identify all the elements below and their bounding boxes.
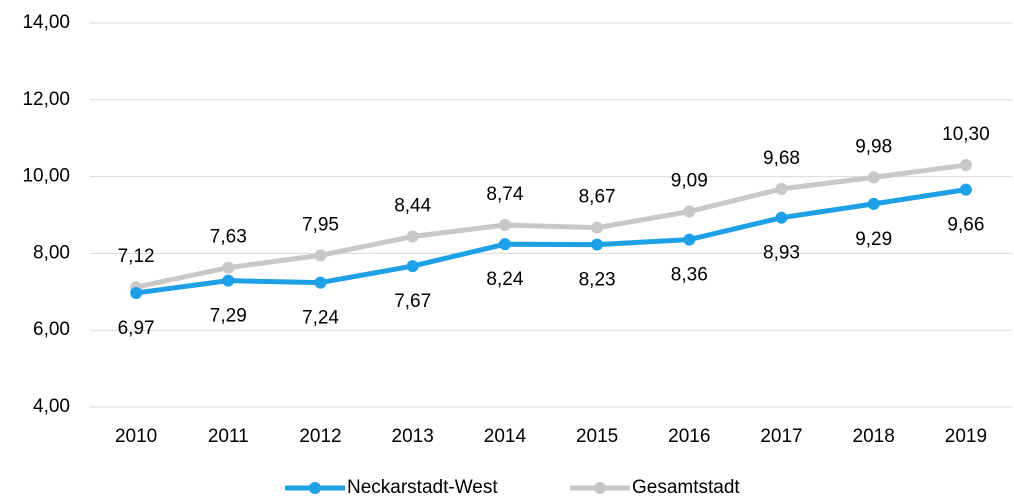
data-label: 8,93 <box>763 243 800 264</box>
data-point <box>406 260 419 273</box>
x-tick-label: 2013 <box>392 426 434 447</box>
series-line <box>135 162 967 290</box>
data-point <box>222 274 235 287</box>
data-point <box>867 171 880 184</box>
data-point <box>222 261 235 274</box>
data-label: 9,09 <box>671 171 708 192</box>
y-tick-label: 6,00 <box>33 319 70 340</box>
y-tick-label: 12,00 <box>22 89 70 110</box>
data-label: 7,12 <box>118 246 155 267</box>
data-label: 10,30 <box>942 124 990 145</box>
data-point <box>314 276 327 289</box>
legend-marker <box>594 482 606 494</box>
data-label: 9,98 <box>855 136 892 157</box>
data-point <box>591 238 604 251</box>
legend-marker <box>309 482 321 494</box>
y-tick-label: 4,00 <box>33 396 70 417</box>
data-point <box>775 182 788 195</box>
data-label: 8,36 <box>671 265 708 286</box>
data-point <box>406 230 419 243</box>
data-label: 6,97 <box>118 318 155 339</box>
data-label: 8,23 <box>579 270 616 291</box>
data-point <box>683 233 696 246</box>
x-tick-label: 2011 <box>208 426 249 447</box>
data-point <box>959 159 972 172</box>
data-label: 9,29 <box>855 229 892 250</box>
data-point <box>591 221 604 234</box>
series-line <box>135 187 967 296</box>
x-tick-label: 2018 <box>853 426 895 447</box>
x-tick-label: 2019 <box>945 426 987 447</box>
data-label: 9,66 <box>947 215 984 236</box>
data-point <box>498 218 511 231</box>
x-tick-label: 2015 <box>576 426 618 447</box>
y-tick-label: 14,00 <box>22 12 70 33</box>
data-label: 7,95 <box>302 214 339 235</box>
data-point <box>683 205 696 218</box>
data-label: 7,63 <box>210 227 247 248</box>
data-point <box>498 238 511 251</box>
data-label: 8,74 <box>486 184 523 205</box>
data-point <box>867 197 880 210</box>
y-tick-label: 8,00 <box>33 242 70 263</box>
data-label: 8,24 <box>486 269 523 290</box>
legend-label: Neckarstadt-West <box>347 477 498 498</box>
data-label: 9,68 <box>763 148 800 169</box>
data-point <box>314 249 327 262</box>
x-tick-label: 2010 <box>115 426 157 447</box>
x-tick-label: 2017 <box>760 426 802 447</box>
data-label: 7,67 <box>394 291 431 312</box>
x-tick-label: 2016 <box>668 426 710 447</box>
data-point <box>130 286 143 299</box>
x-tick-label: 2012 <box>299 426 341 447</box>
y-tick-label: 10,00 <box>22 166 70 187</box>
data-point <box>775 211 788 224</box>
data-label: 7,24 <box>302 308 339 329</box>
x-tick-label: 2014 <box>484 426 527 447</box>
data-point <box>959 183 972 196</box>
data-label: 7,29 <box>210 306 247 327</box>
legend-label: Gesamtstadt <box>632 477 740 498</box>
data-label: 8,44 <box>394 196 431 217</box>
data-label: 8,67 <box>579 187 616 208</box>
